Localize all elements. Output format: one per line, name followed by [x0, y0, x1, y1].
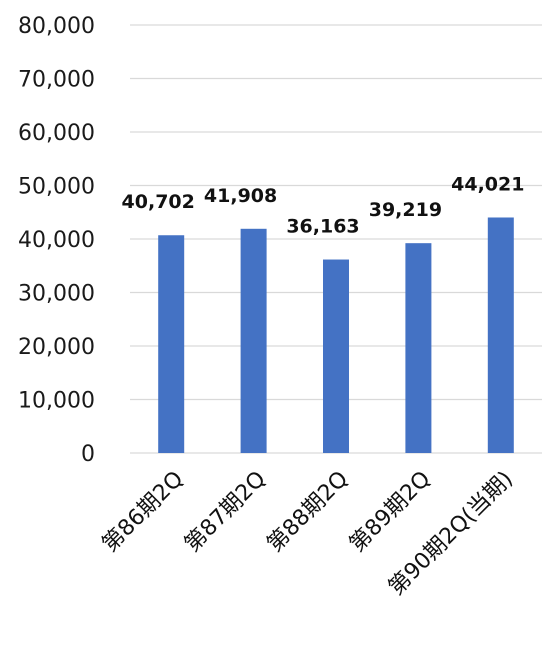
y-tick-label: 20,000 [18, 335, 95, 360]
y-tick-label: 50,000 [18, 175, 95, 200]
bar [240, 228, 267, 453]
y-tick-label: 40,000 [18, 228, 95, 253]
data-label: 39,219 [369, 199, 442, 221]
y-tick-label: 80,000 [18, 14, 95, 39]
y-tick-label: 60,000 [18, 121, 95, 146]
bar [487, 217, 514, 453]
x-category-label: 第87期2Q [180, 467, 271, 558]
y-tick-label: 10,000 [18, 389, 95, 414]
y-tick-label: 70,000 [18, 68, 95, 93]
bar [405, 243, 432, 453]
y-axis-ticks: 0 10,000 20,000 30,000 40,000 50,000 60,000 70,… [18, 14, 95, 467]
data-label: 41,908 [204, 185, 277, 207]
bar [158, 235, 185, 453]
y-tick-label: 0 [81, 442, 95, 467]
data-label: 36,163 [286, 216, 359, 238]
data-labels: 40,702 41,908 36,163 39,219 44,021 [122, 173, 525, 237]
x-category-label: 第88期2Q [263, 467, 354, 558]
x-category-label: 第86期2Q [98, 467, 189, 558]
y-tick-label: 30,000 [18, 282, 95, 307]
bars [158, 217, 514, 453]
data-label: 40,702 [122, 191, 195, 213]
bar [323, 259, 349, 453]
data-label: 44,021 [451, 173, 524, 195]
gridlines [130, 24, 542, 454]
